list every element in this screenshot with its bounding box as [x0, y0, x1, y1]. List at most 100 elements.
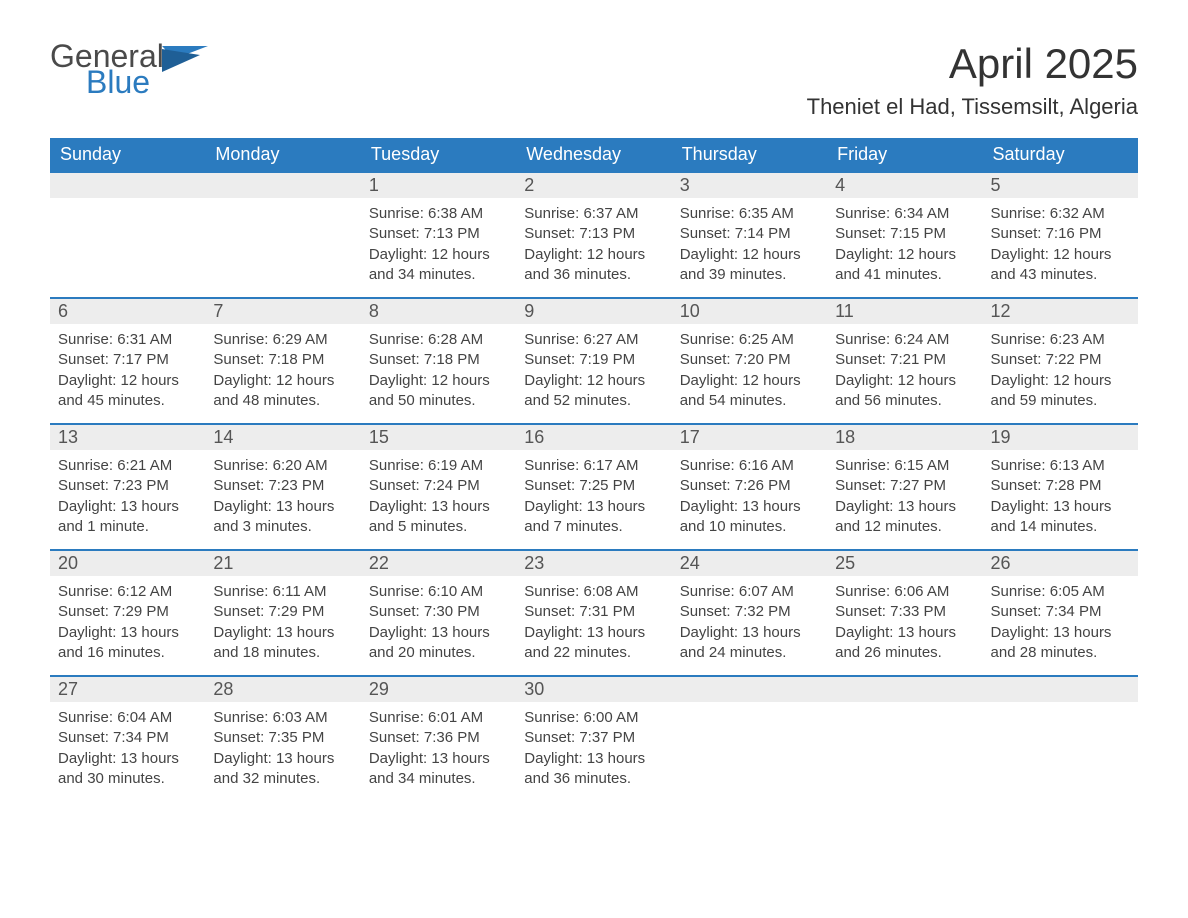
sunset-label: Sunset: [369, 603, 420, 620]
daylight-line: Daylight: 12 hours and 59 minutes. [991, 371, 1130, 412]
sunrise-value: 6:07 AM [739, 583, 794, 600]
daylight-label: Daylight: [524, 498, 582, 515]
calendar-cell: 20Sunrise: 6:12 AMSunset: 7:29 PMDayligh… [50, 550, 205, 676]
sunrise-line: Sunrise: 6:01 AM [369, 708, 508, 728]
calendar-cell: 25Sunrise: 6:06 AMSunset: 7:33 PMDayligh… [827, 550, 982, 676]
daylight-label: Daylight: [835, 624, 893, 641]
sunset-label: Sunset: [524, 729, 575, 746]
daylight-label: Daylight: [369, 624, 427, 641]
sunset-label: Sunset: [369, 477, 420, 494]
day-data: Sunrise: 6:38 AM Sunset: 7:13 PM Daylight:… [361, 198, 516, 295]
daylight-line: Daylight: 12 hours and 45 minutes. [58, 371, 197, 412]
sunrise-line: Sunrise: 6:23 AM [991, 330, 1130, 350]
day-data: Sunrise: 6:10 AMSunset: 7:30 PMDaylight:… [361, 576, 516, 673]
sunrise-value: 6:38 AM [428, 205, 483, 222]
daylight-line: Daylight: 13 hours and 18 minutes. [213, 623, 352, 664]
calendar-cell [50, 172, 205, 298]
day-number: 20 [50, 551, 205, 576]
sunset-line: Sunset: 7:31 PM [524, 602, 663, 622]
sunset-label: Sunset: [369, 225, 420, 242]
sunrise-value: 6:00 AM [583, 709, 638, 726]
calendar-cell: 30Sunrise: 6:00 AMSunset: 7:37 PMDayligh… [516, 676, 671, 802]
sunset-line: Sunset: 7:28 PM [991, 476, 1130, 496]
sunset-value: 7:37 PM [579, 729, 635, 746]
daylight-label: Daylight: [369, 246, 427, 263]
calendar-cell: 21Sunrise: 6:11 AMSunset: 7:29 PMDayligh… [205, 550, 360, 676]
day-data: Sunrise: 6:37 AMSunset: 7:13 PMDaylight:… [516, 198, 671, 295]
sunset-line: Sunset: 7:27 PM [835, 476, 974, 496]
sunrise-line: Sunrise: 6:10 AM [369, 582, 508, 602]
sunrise-label: Sunrise: [524, 331, 579, 348]
day-number: 11 [827, 299, 982, 324]
daylight-line: Daylight: 13 hours and 3 minutes. [213, 497, 352, 538]
calendar-cell: 15Sunrise: 6:19 AMSunset: 7:24 PMDayligh… [361, 424, 516, 550]
daylight-label: Daylight: [524, 750, 582, 767]
day-number: 3 [672, 173, 827, 198]
sunset-line: Sunset: 7:24 PM [369, 476, 508, 496]
day-number: 2 [516, 173, 671, 198]
sunrise-value: 6:17 AM [583, 457, 638, 474]
sunrise-label: Sunrise: [213, 709, 268, 726]
weekday-header: Friday [827, 138, 982, 172]
day-number: 22 [361, 551, 516, 576]
daylight-line: Daylight: 12 hours and 43 minutes. [991, 245, 1130, 286]
sunrise-label: Sunrise: [991, 583, 1046, 600]
daylight-line: Daylight: 12 hours and 36 minutes. [524, 245, 663, 286]
sunset-value: 7:20 PM [735, 351, 791, 368]
calendar-cell: 18Sunrise: 6:15 AMSunset: 7:27 PMDayligh… [827, 424, 982, 550]
sunrise-line: Sunrise: 6:32 AM [991, 204, 1130, 224]
calendar-head: SundayMondayTuesdayWednesdayThursdayFrid… [50, 138, 1138, 172]
sunset-line: Sunset: 7:13 PM [369, 224, 508, 244]
day-number: 14 [205, 425, 360, 450]
day-number: 13 [50, 425, 205, 450]
day-number: 1 [361, 173, 516, 198]
sunset-value: 7:36 PM [424, 729, 480, 746]
calendar-cell: 4Sunrise: 6:34 AMSunset: 7:15 PMDaylight… [827, 172, 982, 298]
sunrise-value: 6:25 AM [739, 331, 794, 348]
sunset-value: 7:17 PM [113, 351, 169, 368]
location: Theniet el Had, Tissemsilt, Algeria [807, 94, 1138, 120]
daylight-label: Daylight: [680, 498, 738, 515]
daylight-line: Daylight: 13 hours and 32 minutes. [213, 749, 352, 790]
sunset-label: Sunset: [680, 603, 731, 620]
daylight-label: Daylight: [58, 624, 116, 641]
sunrise-line: Sunrise: 6:25 AM [680, 330, 819, 350]
daylight-label: Daylight: [369, 750, 427, 767]
daylight-line: Daylight: 12 hours and 52 minutes. [524, 371, 663, 412]
day-data: Sunrise: 6:04 AMSunset: 7:34 PMDaylight:… [50, 702, 205, 799]
sunrise-label: Sunrise: [524, 709, 579, 726]
sunset-line: Sunset: 7:17 PM [58, 350, 197, 370]
daylight-line: Daylight: 13 hours and 5 minutes. [369, 497, 508, 538]
sunset-line: Sunset: 7:34 PM [991, 602, 1130, 622]
daylight-label: Daylight: [991, 498, 1049, 515]
calendar-cell: 29Sunrise: 6:01 AMSunset: 7:36 PMDayligh… [361, 676, 516, 802]
sunset-line: Sunset: 7:33 PM [835, 602, 974, 622]
daylight-label: Daylight: [835, 498, 893, 515]
sunset-line: Sunset: 7:19 PM [524, 350, 663, 370]
sunset-line: Sunset: 7:22 PM [991, 350, 1130, 370]
day-data: Sunrise: 6:19 AMSunset: 7:24 PMDaylight:… [361, 450, 516, 547]
day-number: 10 [672, 299, 827, 324]
daylight-line: Daylight: 13 hours and 20 minutes. [369, 623, 508, 664]
sunset-value: 7:27 PM [890, 477, 946, 494]
sunset-line: Sunset: 7:18 PM [369, 350, 508, 370]
sunrise-label: Sunrise: [369, 205, 424, 222]
sunset-line: Sunset: 7:34 PM [58, 728, 197, 748]
sunrise-label: Sunrise: [213, 583, 268, 600]
sunset-line: Sunset: 7:16 PM [991, 224, 1130, 244]
sunrise-label: Sunrise: [991, 331, 1046, 348]
sunrise-line: Sunrise: 6:13 AM [991, 456, 1130, 476]
daylight-line: Daylight: 12 hours and 41 minutes. [835, 245, 974, 286]
day-number: 23 [516, 551, 671, 576]
sunrise-line: Sunrise: 6:37 AM [524, 204, 663, 224]
calendar-cell: 10Sunrise: 6:25 AMSunset: 7:20 PMDayligh… [672, 298, 827, 424]
day-number: 7 [205, 299, 360, 324]
sunrise-label: Sunrise: [524, 583, 579, 600]
calendar-week: 13Sunrise: 6:21 AMSunset: 7:23 PMDayligh… [50, 424, 1138, 550]
sunset-value: 7:34 PM [1046, 603, 1102, 620]
calendar-cell: 5Sunrise: 6:32 AMSunset: 7:16 PMDaylight… [983, 172, 1138, 298]
daylight-label: Daylight: [58, 372, 116, 389]
sunrise-label: Sunrise: [369, 583, 424, 600]
day-data: Sunrise: 6:13 AMSunset: 7:28 PM Daylight:… [983, 450, 1138, 547]
sunset-label: Sunset: [369, 729, 420, 746]
